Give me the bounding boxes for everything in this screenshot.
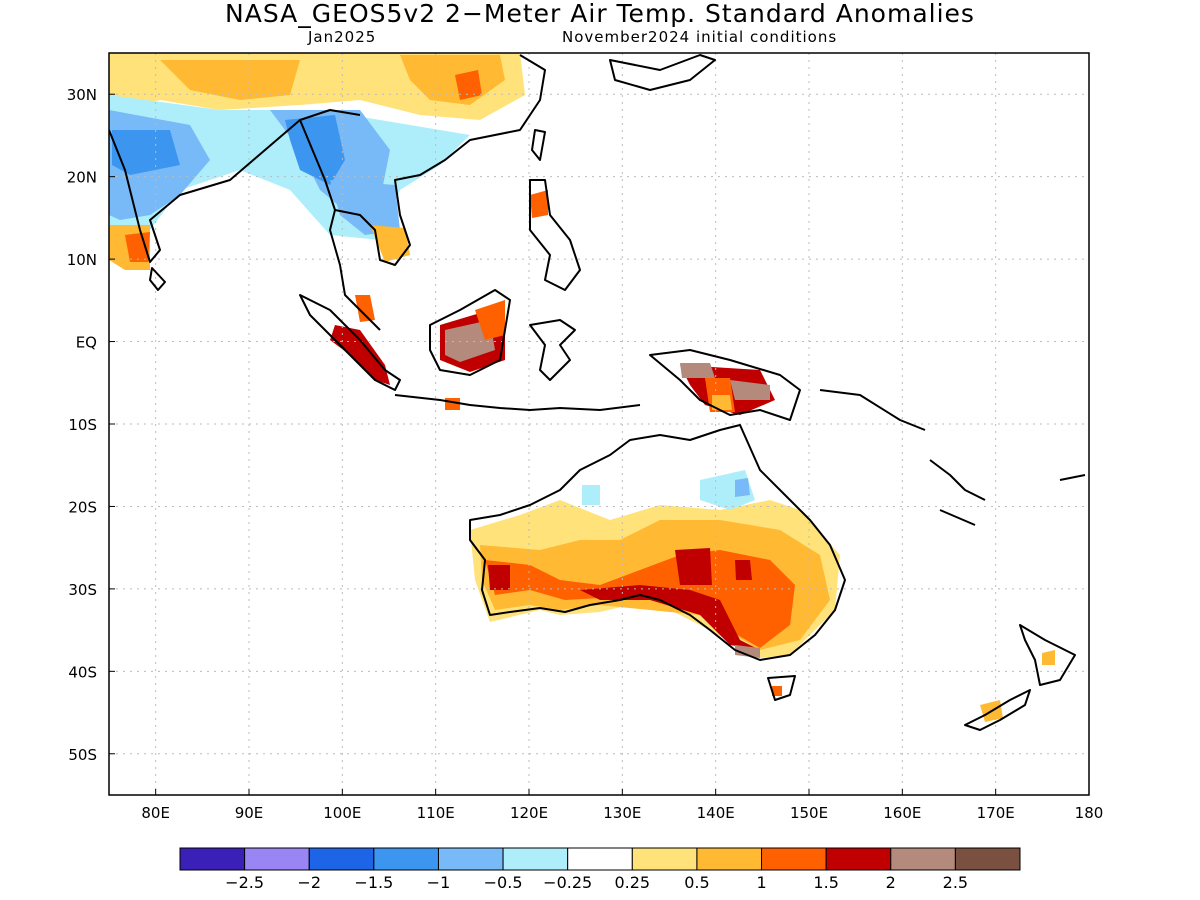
colorbar-label: 2: [886, 873, 896, 892]
tasmania-red: [772, 686, 782, 696]
colorbar-swatch: [825, 847, 892, 871]
australia-cool-core: [735, 478, 750, 497]
new-guinea-brown: [680, 363, 715, 378]
lon-tick-label: 110E: [417, 804, 455, 822]
colorbar-label: 1: [756, 873, 766, 892]
new-zealand-warm-2: [1042, 650, 1055, 665]
lon-tick-label: 90E: [235, 804, 264, 822]
australia-dark-red: [580, 585, 760, 650]
graticule: [109, 53, 1089, 795]
lat-tick-label: 50S: [68, 746, 97, 764]
map-title: NASA_GEOS5v2 2−Meter Air Temp. Standard …: [225, 0, 975, 28]
new-guinea-brown-2: [730, 380, 770, 400]
colorbar-label: −2.5: [225, 873, 264, 892]
colorbar-swatch: [761, 847, 827, 871]
axis-ticks: 80E 90E 100E 110E 120E 130E 140E 150E 160E 170E 18…: [67, 86, 1104, 822]
colorbar-label: −1.5: [354, 873, 393, 892]
colorbar-label: −0.5: [484, 873, 523, 892]
indochina-warm: [370, 225, 410, 262]
colorbar-label: −2: [297, 873, 321, 892]
colorbar: −2.5 −2 −1.5 −1 −0.5 −0.25 0.25 0.5 1 1.5 2 2.5: [179, 847, 1021, 892]
sumatra-warm-edge: [355, 295, 375, 322]
colorbar-swatch: [567, 847, 633, 871]
lon-tick-label: 170E: [977, 804, 1015, 822]
anomaly-fields: [109, 53, 1055, 722]
philippines-warm: [530, 190, 548, 218]
lon-tick-label: 80E: [141, 804, 170, 822]
australia-cool-2: [582, 485, 600, 505]
new-guinea-yellow: [712, 395, 732, 410]
lat-tick-label: 40S: [68, 663, 97, 681]
lon-tick-label: 130E: [603, 804, 641, 822]
india-cool-core: [112, 130, 180, 175]
mekong-cool: [330, 180, 400, 235]
lat-tick-label: 30S: [68, 581, 97, 599]
australia-dark-red-west: [488, 565, 510, 590]
colorbar-swatch: [437, 847, 504, 871]
lon-tick-label: 140E: [697, 804, 735, 822]
colorbar-label: 0.5: [684, 873, 709, 892]
colorbar-label: −1: [427, 873, 451, 892]
colorbar-swatch: [696, 847, 763, 871]
colorbar-label: 2.5: [943, 873, 968, 892]
lon-tick-label: 100E: [323, 804, 361, 822]
sumatra-warm: [330, 325, 390, 385]
lat-tick-label: EQ: [76, 334, 97, 352]
colorbar-swatch: [954, 847, 1021, 871]
colorbar-swatch: [631, 847, 698, 871]
australia-dark-red-3: [735, 560, 752, 580]
australia-brown: [735, 645, 760, 658]
china-red-spot: [455, 70, 482, 100]
lat-tick-label: 10S: [68, 416, 97, 434]
coastlines: [109, 54, 1086, 731]
colorbar-label: −0.25: [543, 873, 592, 892]
colorbar-swatch: [502, 847, 569, 871]
colorbar-label: 0.25: [614, 873, 650, 892]
myanmar-cool-core: [285, 115, 345, 185]
java-warm: [445, 398, 460, 410]
lon-tick-label: 180: [1075, 804, 1104, 822]
australia-red: [485, 550, 795, 648]
colorbar-swatch: [244, 847, 310, 871]
lat-tick-label: 20S: [68, 498, 97, 516]
colorbar-swatch: [373, 847, 439, 871]
initial-conditions-label: November2024 initial conditions: [562, 28, 838, 46]
forecast-month: Jan2025: [308, 28, 377, 46]
colorbar-swatch: [890, 847, 956, 871]
lon-tick-label: 150E: [790, 804, 828, 822]
borneo-orange: [475, 300, 505, 340]
asia-warm-north-2: [160, 60, 300, 100]
lat-tick-label: 10N: [67, 251, 97, 269]
australia-dark-red-2: [675, 548, 712, 585]
lat-tick-label: 20N: [67, 169, 97, 187]
colorbar-label: 1.5: [813, 873, 838, 892]
lon-tick-label: 120E: [510, 804, 548, 822]
lat-tick-label: 30N: [67, 86, 97, 104]
colorbar-swatch: [179, 847, 246, 871]
colorbar-swatch: [308, 847, 375, 871]
lon-tick-label: 160E: [883, 804, 921, 822]
